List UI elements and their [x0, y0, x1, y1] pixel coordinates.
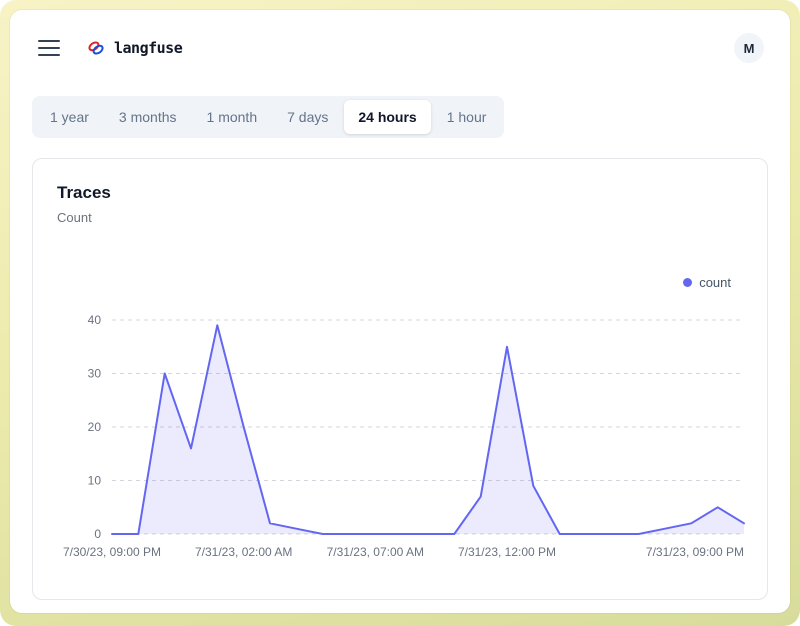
x-tick-label: 7/31/23, 12:00 PM — [458, 545, 556, 559]
y-tick-label: 0 — [94, 527, 101, 541]
legend-label: count — [699, 275, 731, 290]
tab-1-hour[interactable]: 1 hour — [433, 100, 501, 134]
time-range-tabs: 1 year 3 months 1 month 7 days 24 hours 1 hou… — [32, 96, 505, 138]
area-fill — [112, 325, 744, 534]
card-subtitle: Count — [57, 210, 92, 225]
brand-name: langfuse — [114, 39, 183, 57]
top-bar: langfuse M — [10, 10, 790, 68]
x-tick-label: 7/30/23, 09:00 PM — [63, 545, 161, 559]
x-tick-label: 7/31/23, 09:00 PM — [646, 545, 744, 559]
y-tick-label: 40 — [88, 313, 102, 327]
traces-area-chart: 0 10 20 30 40 7/30/23, 09:00 PM 7/31/23, 02:00… — [63, 313, 745, 559]
line-path — [111, 324, 745, 535]
hamburger-menu-icon[interactable] — [38, 40, 60, 56]
x-tick-label: 7/31/23, 07:00 AM — [327, 545, 424, 559]
y-tick-label: 30 — [88, 367, 102, 381]
langfuse-logo-icon — [86, 38, 106, 58]
chart-legend: count — [57, 275, 731, 290]
tab-3-months[interactable]: 3 months — [105, 100, 191, 134]
y-tick-label: 20 — [88, 420, 102, 434]
x-tick-label: 7/31/23, 02:00 AM — [195, 545, 292, 559]
tab-7-days[interactable]: 7 days — [273, 100, 342, 134]
time-range-row: 1 year 3 months 1 month 7 days 24 hours 1 hou… — [32, 96, 768, 138]
user-avatar[interactable]: M — [734, 33, 764, 63]
brand[interactable]: langfuse — [86, 38, 183, 58]
legend-dot-icon — [683, 278, 693, 287]
y-tick-label: 10 — [88, 474, 102, 488]
card-title: Traces — [57, 183, 111, 202]
tab-1-month[interactable]: 1 month — [193, 100, 272, 134]
tab-24-hours[interactable]: 24 hours — [344, 100, 431, 134]
page: langfuse M 1 year 3 months 1 month 7 days 24… — [10, 10, 790, 613]
tab-1-year[interactable]: 1 year — [36, 100, 103, 134]
traces-card: Traces Count count 0 10 20 30 40 7/30/23, 09:… — [32, 158, 768, 600]
